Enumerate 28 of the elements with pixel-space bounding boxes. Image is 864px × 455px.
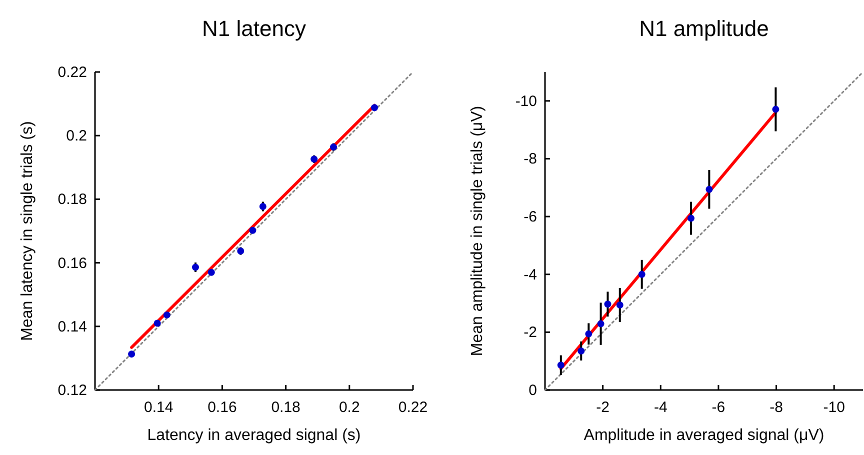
y-tick-label: -10 [515, 92, 537, 110]
x-tick-label: 0.2 [338, 399, 360, 416]
y-tick-label: 0.12 [58, 382, 87, 399]
x-tick-label: -4 [654, 399, 668, 416]
x-tick-label: -6 [712, 399, 726, 416]
x-tick-label: 0.18 [271, 399, 300, 416]
y-tick-label: 0 [528, 382, 537, 399]
y-tick-label: 0.22 [58, 64, 87, 81]
x-axis-title: Amplitude in averaged signal (μV) [584, 427, 824, 444]
y-tick-label: -2 [524, 324, 537, 342]
chart-title: N1 amplitude [639, 16, 769, 41]
x-tick-label: -8 [770, 399, 783, 416]
y-tick-label: 0.18 [58, 191, 87, 208]
y-tick-label: -6 [524, 208, 537, 226]
y-tick-label: 0.16 [58, 254, 87, 272]
y-tick-label: 0.2 [66, 128, 87, 145]
chart-title: N1 latency [202, 16, 306, 41]
y-tick-label: 0.14 [58, 318, 87, 336]
y-tick-label: -4 [524, 266, 537, 284]
y-axis-title: Mean latency in single trials (s) [19, 121, 36, 341]
x-axis-title: Latency in averaged signal (s) [147, 427, 361, 444]
x-tick-label: 0.14 [144, 399, 174, 416]
x-tick-label: -10 [823, 399, 845, 416]
x-tick-label: 0.16 [208, 399, 237, 416]
y-tick-label: -8 [524, 150, 537, 168]
x-tick-label: 0.22 [398, 399, 428, 416]
x-tick-label: -2 [596, 399, 610, 416]
y-axis-title: Mean amplitude in single trials (μV) [469, 106, 486, 356]
